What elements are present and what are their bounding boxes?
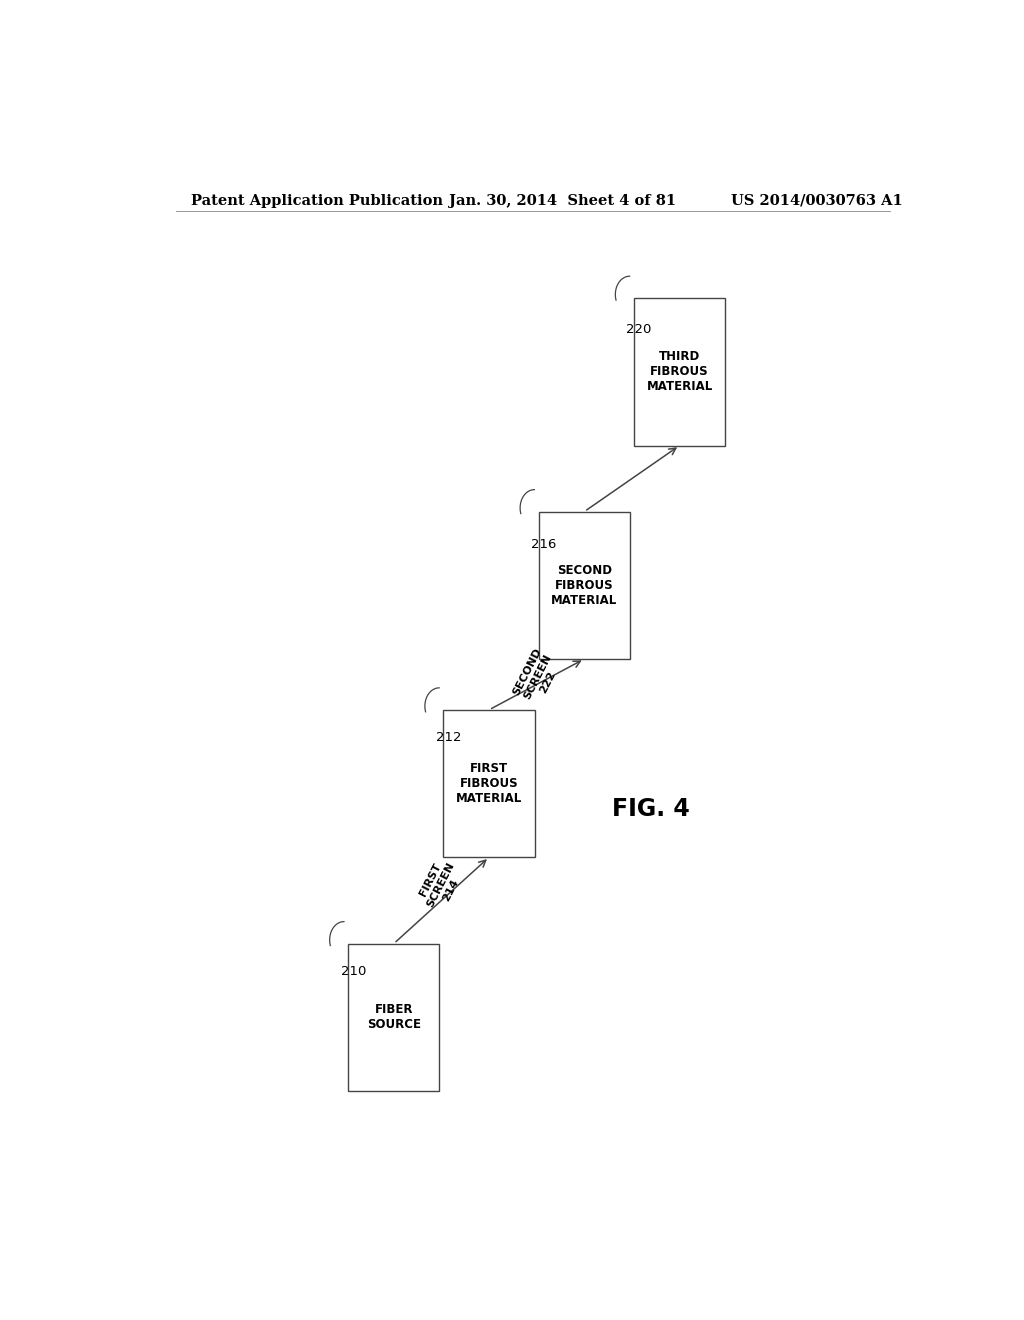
Bar: [443, 710, 535, 857]
Bar: [348, 944, 439, 1090]
Text: FIRST
SCREEN
214: FIRST SCREEN 214: [415, 855, 467, 915]
Bar: [539, 512, 630, 659]
Text: 212: 212: [436, 731, 462, 744]
Text: Jan. 30, 2014  Sheet 4 of 81: Jan. 30, 2014 Sheet 4 of 81: [450, 194, 677, 209]
Text: FIRST
FIBROUS
MATERIAL: FIRST FIBROUS MATERIAL: [456, 762, 522, 805]
Text: FIBER
SOURCE: FIBER SOURCE: [367, 1003, 421, 1031]
Text: 210: 210: [341, 965, 366, 978]
Text: SECOND
FIBROUS
MATERIAL: SECOND FIBROUS MATERIAL: [551, 564, 617, 607]
Text: Patent Application Publication: Patent Application Publication: [191, 194, 443, 209]
Text: 220: 220: [627, 322, 651, 335]
Text: THIRD
FIBROUS
MATERIAL: THIRD FIBROUS MATERIAL: [646, 350, 713, 393]
Text: US 2014/0030763 A1: US 2014/0030763 A1: [731, 194, 903, 209]
Text: FIG. 4: FIG. 4: [612, 797, 690, 821]
Text: 216: 216: [531, 539, 556, 552]
Bar: [634, 298, 725, 446]
Text: SECOND
SCREEN
222: SECOND SCREEN 222: [511, 647, 564, 708]
